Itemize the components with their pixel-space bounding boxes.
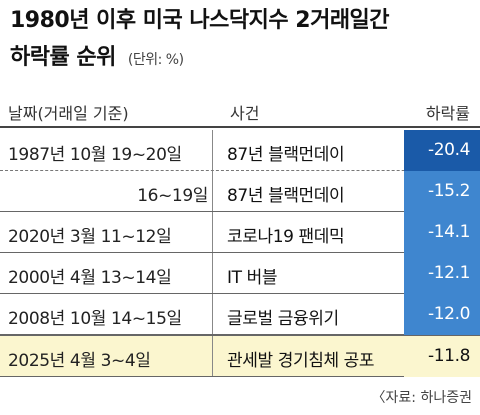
table-row: 2020년 3월 11~12일 코로나19 팬데믹 -14.1 (0, 212, 480, 253)
table-row: 1987년 10월 19~20일 87년 블랙먼데이 -20.4 (0, 130, 480, 171)
chart-title-line2: 하락률 순위 (단위: %) (10, 43, 184, 75)
row-rate: -20.4 (404, 130, 480, 171)
header-date: 날짜(거래일 기준) (8, 104, 129, 123)
table-row: 16~19일 87년 블랙먼데이 -15.2 (0, 171, 480, 212)
unit-label: (단위: %) (127, 52, 184, 68)
chart-title-line1: 1980년 이후 미국 나스닥지수 2거래일간 (10, 8, 390, 33)
row-event: 코로나19 팬데믹 (212, 212, 404, 252)
row-event: 글로벌 금융위기 (212, 294, 404, 334)
header-event: 사건 (230, 104, 260, 123)
row-date: 2008년 10월 14~15일 (8, 309, 182, 329)
row-event: 관세발 경기침체 공포 (212, 336, 404, 376)
row-rate: -14.1 (404, 212, 480, 253)
row-date: 2000년 4월 13~14일 (8, 268, 172, 288)
row-date: 16~19일 (137, 186, 208, 206)
header-rate: 하락률 (425, 104, 470, 123)
header-rule (0, 126, 480, 128)
table-row: 2000년 4월 13~14일 IT 버블 -12.1 (0, 253, 480, 294)
table-body: 1987년 10월 19~20일 87년 블랙먼데이 -20.4 16~19일 … (0, 130, 480, 377)
row-event: 87년 블랙먼데이 (212, 130, 404, 170)
table-row-highlighted: 2025년 4월 3~4일 관세발 경기침체 공포 -11.8 (0, 335, 480, 377)
chart-title-text: 하락률 순위 (10, 45, 116, 70)
row-date: 2020년 3월 11~12일 (8, 227, 172, 247)
row-event: IT 버블 (212, 253, 404, 293)
row-rate: -11.8 (404, 336, 480, 377)
source-note: 〈자료: 하나증권 (371, 390, 472, 406)
table-header: 날짜(거래일 기준) 사건 하락률 (0, 92, 480, 126)
row-event: 87년 블랙먼데이 (212, 171, 404, 211)
table-row: 2008년 10월 14~15일 글로벌 금융위기 -12.0 (0, 294, 480, 335)
row-date: 2025년 4월 3~4일 (8, 351, 151, 371)
row-rate: -15.2 (404, 171, 480, 212)
row-date: 1987년 10월 19~20일 (8, 145, 182, 165)
row-rate: -12.0 (404, 294, 480, 335)
row-rate: -12.1 (404, 253, 480, 294)
